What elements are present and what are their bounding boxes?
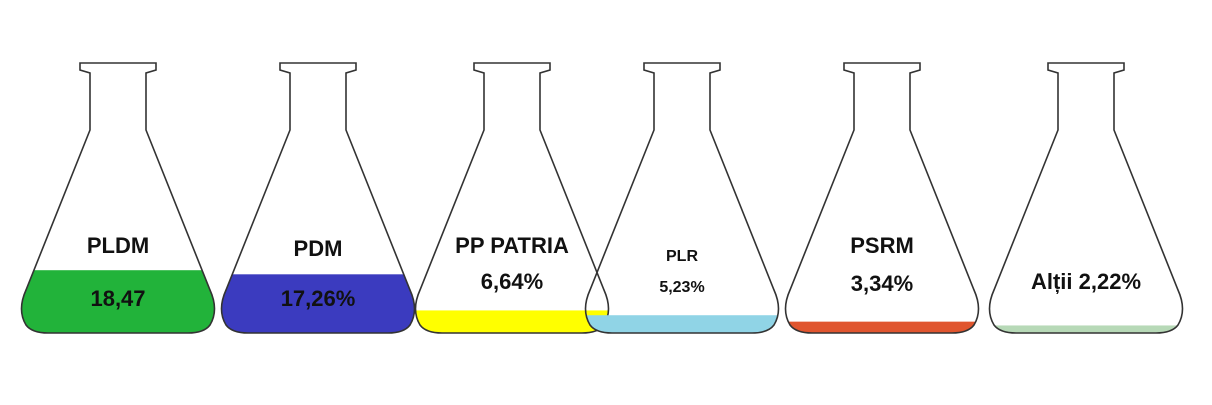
category-label: PSRM (850, 233, 914, 258)
value-label: 6,64% (481, 269, 543, 294)
flask (414, 62, 610, 334)
flask (20, 62, 216, 334)
flask-label: Alții 2,22% (1031, 269, 1141, 294)
flask (584, 62, 780, 334)
flask-fill (21, 270, 215, 333)
value-label: 3,34% (851, 271, 913, 296)
flask (988, 62, 1184, 334)
category-label: PLDM (87, 233, 149, 258)
category-label: PLR (666, 248, 698, 265)
flask-fill (415, 310, 609, 333)
category-label: PDM (294, 236, 343, 261)
value-label: 18,47 (90, 286, 145, 311)
flask-fill (221, 274, 415, 333)
value-label: 17,26% (281, 286, 356, 311)
value-label: 5,23% (659, 279, 704, 296)
flask (220, 62, 416, 334)
flask (784, 62, 980, 334)
value-label: 2,22% (1079, 269, 1141, 294)
category-label: PP PATRIA (455, 233, 569, 258)
flask-fill (585, 315, 779, 333)
flask-fill (989, 325, 1183, 333)
flask-fill (785, 321, 979, 333)
category-label: Alții (1031, 269, 1073, 294)
